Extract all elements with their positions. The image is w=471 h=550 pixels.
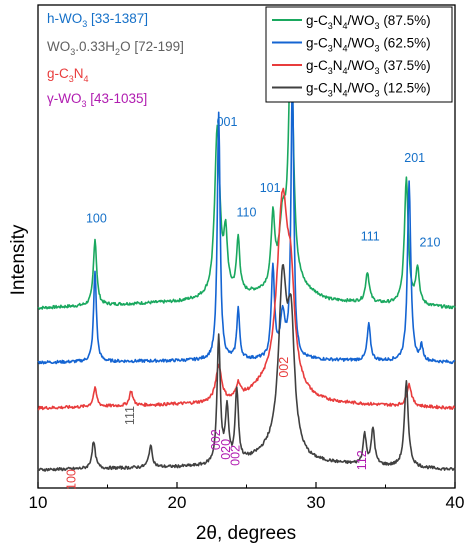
peak-label: 210 — [420, 236, 441, 250]
legend-box — [265, 6, 453, 103]
legend-label-2: g-C3N4/WO3 (37.5%) — [306, 58, 431, 76]
phase-key-gamma-wo3: γ-WO3 [43-1035] — [47, 91, 147, 109]
legend-label-0: g-C3N4/WO3 (87.5%) — [306, 13, 431, 31]
peak-label: 001 — [217, 115, 238, 129]
phase-key-h-wo3: h-WO3 [33-1387] — [47, 11, 148, 29]
peak-label: 002 — [209, 429, 223, 450]
x-axis-label: 2θ, degrees — [196, 523, 296, 544]
peak-label: 020 — [219, 439, 233, 460]
y-axis-label: Intensity — [8, 224, 29, 295]
x-tick-label: 40 — [446, 493, 465, 512]
phase-key: h-WO3 [33-1387] WO3.0.33H2O [72-199] g-C… — [47, 11, 184, 109]
peak-annotations: 1000011101012001112012100021111000020200… — [65, 30, 441, 490]
x-ticks: 10 20 30 40 — [29, 482, 465, 512]
phase-key-g-c3n4: g-C3N4 — [47, 66, 89, 84]
series-line-3 — [37, 264, 456, 472]
legend-items: g-C3N4/WO3 (87.5%) g-C3N4/WO3 (62.5%) g-C3… — [272, 13, 431, 99]
peak-label: 100 — [65, 469, 79, 490]
x-tick-label: 20 — [168, 493, 187, 512]
series-layer — [37, 25, 456, 472]
peak-label: 201 — [404, 151, 425, 165]
legend: g-C3N4/WO3 (87.5%) g-C3N4/WO3 (62.5%) g-C3… — [265, 6, 453, 103]
legend-label-3: g-C3N4/WO3 (12.5%) — [306, 81, 431, 99]
legend-label-1: g-C3N4/WO3 (62.5%) — [306, 36, 431, 54]
peak-label: 111 — [123, 406, 137, 425]
series-line-2 — [37, 187, 456, 411]
phase-key-wo3-hydrate: WO3.0.33H2O [72-199] — [47, 39, 184, 57]
x-tick-label: 10 — [29, 493, 48, 512]
peak-label: 002 — [277, 357, 291, 378]
peak-label: 110 — [237, 205, 257, 219]
series-line-0 — [37, 25, 456, 310]
series-line-1 — [37, 72, 456, 365]
peak-label: 002 — [229, 445, 243, 466]
peak-label: 101 — [260, 181, 281, 195]
peak-label: 112 — [355, 450, 369, 470]
peak-label: 111 — [361, 229, 380, 243]
x-tick-label: 30 — [307, 493, 326, 512]
peak-label: 100 — [86, 211, 107, 225]
